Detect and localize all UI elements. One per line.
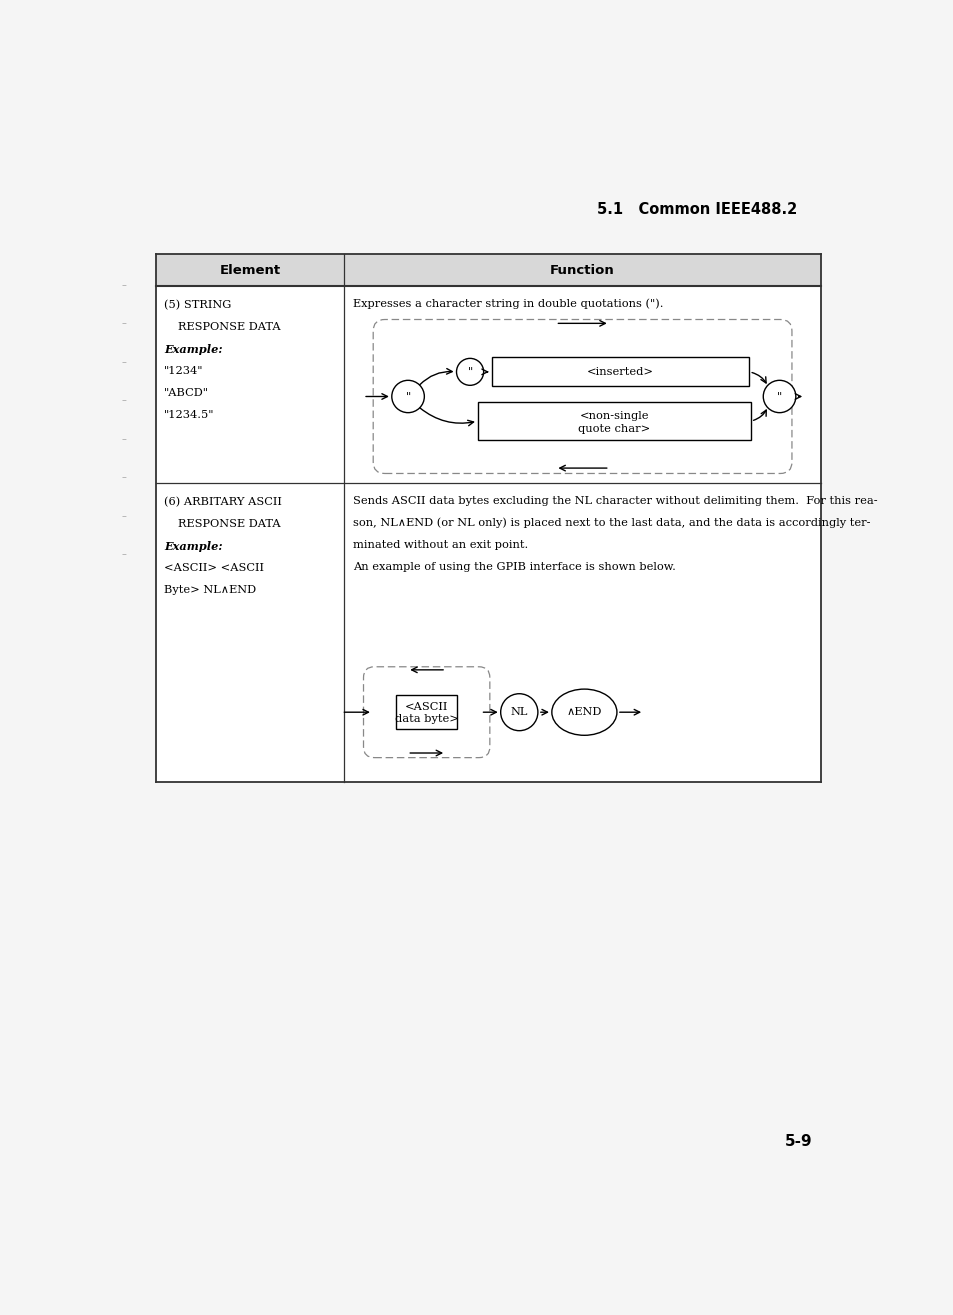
Text: Example:: Example: xyxy=(164,345,223,355)
Text: 5-9: 5-9 xyxy=(784,1134,812,1149)
Text: Byte> NL∧END: Byte> NL∧END xyxy=(164,585,256,596)
Text: ": " xyxy=(776,392,781,401)
Text: Example:: Example: xyxy=(164,542,223,552)
Circle shape xyxy=(500,694,537,731)
Text: –: – xyxy=(121,318,126,329)
Text: RESPONSE DATA: RESPONSE DATA xyxy=(178,322,280,333)
Text: –: – xyxy=(121,550,126,559)
Text: minated without an exit point.: minated without an exit point. xyxy=(353,539,528,550)
FancyBboxPatch shape xyxy=(477,402,750,441)
Circle shape xyxy=(762,380,795,413)
Text: –: – xyxy=(121,472,126,483)
Text: –: – xyxy=(121,396,126,405)
Text: Element: Element xyxy=(219,264,280,276)
Text: data byte>: data byte> xyxy=(395,714,458,725)
Text: –: – xyxy=(121,356,126,367)
Text: <inserted>: <inserted> xyxy=(586,367,654,377)
Text: NL: NL xyxy=(510,707,527,717)
Text: 5.1   Common IEEE488.2: 5.1 Common IEEE488.2 xyxy=(597,201,797,217)
Text: Expresses a character string in double quotations (").: Expresses a character string in double q… xyxy=(353,299,663,309)
Text: Function: Function xyxy=(549,264,614,276)
FancyBboxPatch shape xyxy=(156,254,820,287)
Text: (5) STRING: (5) STRING xyxy=(164,300,232,310)
FancyBboxPatch shape xyxy=(491,358,748,387)
Text: ": " xyxy=(405,392,411,401)
Text: ": " xyxy=(467,367,472,377)
Text: son, NL∧END (or NL only) is placed next to the last data, and the data is accord: son, NL∧END (or NL only) is placed next … xyxy=(353,518,870,529)
Text: –: – xyxy=(121,280,126,289)
Text: (6) ARBITARY ASCII: (6) ARBITARY ASCII xyxy=(164,497,282,508)
Text: –: – xyxy=(121,434,126,444)
Text: <non-single: <non-single xyxy=(579,410,648,421)
Text: <ASCII: <ASCII xyxy=(405,702,448,711)
Text: "1234.5": "1234.5" xyxy=(164,410,214,419)
Ellipse shape xyxy=(551,689,617,735)
Text: "ABCD": "ABCD" xyxy=(164,388,209,398)
Text: quote char>: quote char> xyxy=(578,423,650,434)
FancyBboxPatch shape xyxy=(156,254,820,781)
Text: An example of using the GPIB interface is shown below.: An example of using the GPIB interface i… xyxy=(353,562,676,572)
Text: "1234": "1234" xyxy=(164,366,204,376)
Text: RESPONSE DATA: RESPONSE DATA xyxy=(178,519,280,530)
Circle shape xyxy=(456,359,483,385)
Text: –: – xyxy=(121,510,126,521)
Text: Sends ASCII data bytes excluding the NL character without delimiting them.  For : Sends ASCII data bytes excluding the NL … xyxy=(353,496,877,506)
Circle shape xyxy=(392,380,424,413)
Text: <ASCII> <ASCII: <ASCII> <ASCII xyxy=(164,563,264,573)
FancyBboxPatch shape xyxy=(396,696,456,729)
Text: ∧END: ∧END xyxy=(566,707,601,717)
